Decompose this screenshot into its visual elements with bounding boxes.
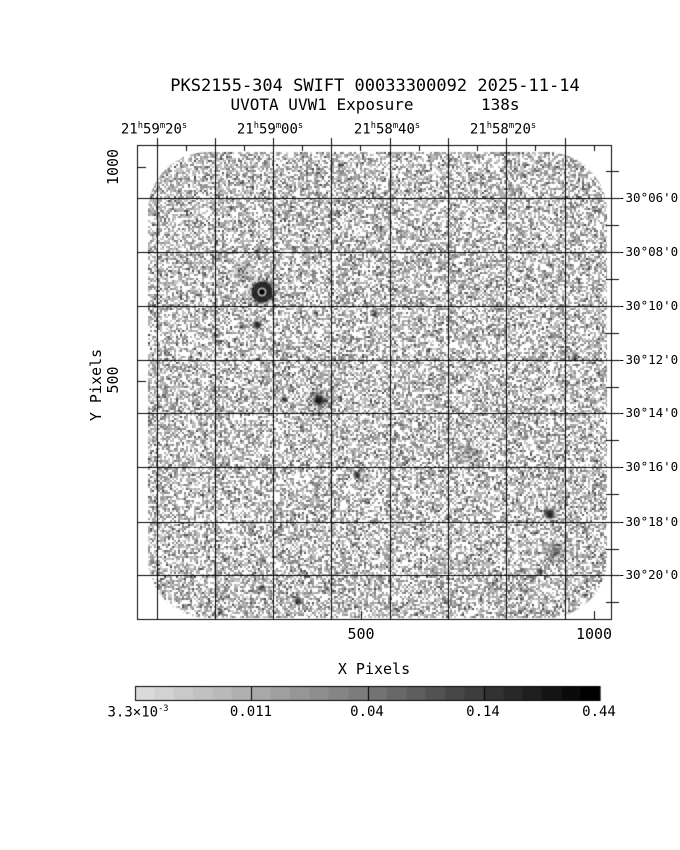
figure-subtitle: UVOTA UVW1 Exposure 138s bbox=[230, 95, 520, 114]
figure-title: PKS2155-304 SWIFT 00033300092 2025-11-14 bbox=[170, 76, 580, 96]
ra-tick-label: 21h58m20s bbox=[469, 121, 537, 138]
dec-tick-label: -30°08'0" bbox=[618, 244, 680, 259]
x-axis-tick-label: 1000 bbox=[575, 625, 613, 643]
dec-tick-label: -30°20'0" bbox=[618, 567, 680, 582]
ra-tick-label: 21h59m00s bbox=[236, 121, 304, 138]
colorbar-tick-label: 0.011 bbox=[229, 704, 273, 720]
dec-tick-label: -30°16'0" bbox=[618, 459, 680, 474]
colorbar-tick-label: 0.44 bbox=[582, 704, 616, 720]
dec-tick-label: -30°18'0" bbox=[618, 514, 680, 529]
dec-tick-label: -30°10'0" bbox=[618, 298, 680, 313]
x-axis-tick-label: 500 bbox=[347, 625, 375, 643]
dec-tick-label: -30°06'0" bbox=[618, 190, 680, 205]
colorbar-tick-label: 3.3×10-3 bbox=[107, 704, 169, 721]
y-axis-tick-label: 500 bbox=[104, 366, 122, 394]
dec-tick-label: -30°14'0" bbox=[618, 405, 680, 420]
dec-tick-label: -30°12'0" bbox=[618, 352, 680, 367]
x-axis-title: X Pixels bbox=[337, 660, 411, 678]
ra-tick-label: 21h59m20s bbox=[120, 121, 188, 138]
colorbar-tick-label: 0.04 bbox=[350, 704, 384, 720]
y-axis-tick-label: 1000 bbox=[104, 148, 122, 186]
ra-tick-label: 21h58m40s bbox=[353, 121, 421, 138]
colorbar-tick-label: 0.14 bbox=[466, 704, 500, 720]
y-axis-title: Y Pixels bbox=[87, 348, 105, 422]
